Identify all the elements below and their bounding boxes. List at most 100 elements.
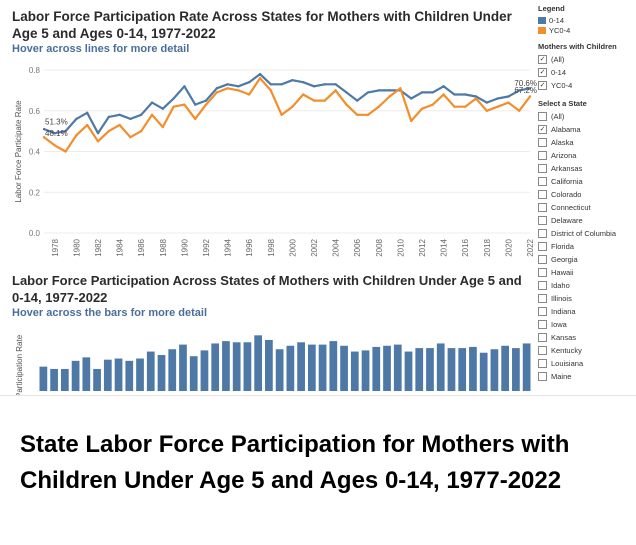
bar bbox=[479, 352, 488, 391]
x-tick-label: 1978 bbox=[51, 238, 60, 256]
checkbox[interactable] bbox=[538, 281, 547, 290]
y-tick-label: 0.4 bbox=[29, 148, 41, 157]
data-point bbox=[356, 99, 359, 102]
data-point bbox=[183, 85, 186, 88]
data-point bbox=[410, 119, 413, 123]
state-filter-option[interactable]: Illinois bbox=[538, 292, 636, 305]
checkbox[interactable] bbox=[538, 138, 547, 147]
data-point bbox=[129, 136, 132, 139]
checkbox[interactable] bbox=[538, 372, 547, 381]
state-filter-option[interactable]: Alaska bbox=[538, 136, 636, 149]
checkbox[interactable] bbox=[538, 190, 547, 199]
bar bbox=[372, 346, 381, 391]
state-filter-option[interactable]: Colorado bbox=[538, 188, 636, 201]
x-tick-label: 1986 bbox=[137, 238, 146, 256]
state-filter-option[interactable]: Louisiana bbox=[538, 357, 636, 370]
state-filter-option[interactable]: Arizona bbox=[538, 149, 636, 162]
checkbox[interactable] bbox=[538, 229, 547, 238]
x-tick-label: 1988 bbox=[159, 238, 168, 256]
series-line-YC0-4 bbox=[43, 77, 531, 153]
data-point bbox=[431, 91, 434, 94]
data-point bbox=[377, 105, 380, 108]
checkbox[interactable] bbox=[538, 320, 547, 329]
data-point bbox=[410, 97, 413, 100]
data-point bbox=[161, 125, 164, 129]
bar bbox=[512, 348, 520, 391]
state-filter-option[interactable]: (All) bbox=[538, 110, 636, 123]
state-filter-option[interactable]: Kentucky bbox=[538, 344, 636, 357]
data-point bbox=[150, 101, 154, 104]
caption: State Labor Force Participation for Moth… bbox=[20, 431, 570, 494]
checkbox[interactable] bbox=[538, 164, 547, 173]
bar-chart[interactable]: Participation Rate bbox=[0, 320, 538, 395]
bar bbox=[393, 344, 402, 391]
state-filter-option[interactable]: ✓ Alabama bbox=[538, 123, 636, 136]
data-point bbox=[528, 95, 532, 98]
checkbox[interactable] bbox=[538, 216, 547, 225]
data-point bbox=[323, 83, 326, 86]
data-point bbox=[64, 150, 67, 153]
checkbox[interactable] bbox=[538, 255, 547, 264]
state-filter-option[interactable]: Georgia bbox=[538, 253, 636, 266]
data-label: 48.1% bbox=[45, 129, 68, 138]
x-tick-label: 1992 bbox=[202, 238, 211, 256]
mothers-filter-option[interactable]: ✓ (All) bbox=[538, 53, 636, 66]
state-filter-option[interactable]: Kansas bbox=[538, 331, 636, 344]
state-filter-option[interactable]: Indiana bbox=[538, 305, 636, 318]
legend-item[interactable]: YC0-4 bbox=[538, 25, 636, 35]
checkbox[interactable] bbox=[538, 177, 547, 186]
checkbox[interactable]: ✓ bbox=[538, 68, 547, 77]
state-filter-option[interactable]: Arkansas bbox=[538, 162, 636, 175]
checkbox[interactable] bbox=[538, 333, 547, 342]
checkbox-label: 0-14 bbox=[551, 68, 567, 77]
state-filter-option[interactable]: Maine bbox=[538, 370, 636, 383]
mothers-filter-option[interactable]: ✓ 0-14 bbox=[538, 66, 636, 79]
checkbox-label: Illinois bbox=[551, 294, 572, 303]
checkbox[interactable] bbox=[538, 359, 547, 368]
line-chart-hover-hint: Hover across lines for more detail bbox=[12, 43, 190, 55]
checkbox[interactable] bbox=[538, 294, 547, 303]
checkbox-label: Alabama bbox=[551, 125, 581, 134]
x-tick-label: 1984 bbox=[116, 238, 125, 256]
data-point bbox=[334, 89, 337, 92]
x-tick-label: 1998 bbox=[267, 238, 276, 256]
checkbox[interactable] bbox=[538, 242, 547, 251]
data-point bbox=[140, 129, 143, 133]
checkbox[interactable] bbox=[538, 112, 547, 121]
bar bbox=[114, 358, 123, 391]
bar bbox=[297, 342, 305, 391]
data-point bbox=[237, 89, 240, 92]
checkbox[interactable]: ✓ bbox=[538, 81, 547, 90]
data-point bbox=[453, 105, 456, 108]
mothers-filter-option[interactable]: ✓ YC0-4 bbox=[538, 79, 636, 92]
state-filter-option[interactable]: Hawaii bbox=[538, 266, 636, 279]
checkbox[interactable] bbox=[538, 268, 547, 277]
checkbox[interactable]: ✓ bbox=[538, 55, 547, 64]
bar bbox=[222, 341, 230, 391]
data-point bbox=[269, 83, 272, 86]
state-filter-option[interactable]: Delaware bbox=[538, 214, 636, 227]
bar bbox=[60, 368, 69, 391]
line-chart[interactable]: 0.0 0.2 0.4 0.6 0.8 1978 1980 1982 1984 1986 1988 1… bbox=[0, 55, 538, 260]
checkbox[interactable] bbox=[538, 203, 547, 212]
data-point bbox=[507, 95, 510, 98]
bar bbox=[318, 344, 327, 391]
state-filter-option[interactable]: Idaho bbox=[538, 279, 636, 292]
checkbox-label: Indiana bbox=[551, 307, 576, 316]
state-filter-option[interactable]: California bbox=[538, 175, 636, 188]
state-filter-option[interactable]: Connecticut bbox=[538, 201, 636, 214]
checkbox-label: District of Columbia bbox=[551, 229, 617, 238]
data-point bbox=[442, 93, 445, 96]
bar bbox=[383, 345, 391, 391]
state-filter-option[interactable]: District of Columbia bbox=[538, 227, 636, 240]
y-tick-label: 0.0 bbox=[29, 229, 41, 238]
dashboard-screenshot: Labor Force Participation Rate Across St… bbox=[0, 4, 636, 395]
checkbox[interactable] bbox=[538, 307, 547, 316]
state-filter-option[interactable]: Iowa bbox=[538, 318, 636, 331]
checkbox[interactable] bbox=[538, 346, 547, 355]
bar bbox=[232, 342, 241, 391]
state-filter-option[interactable]: Florida bbox=[538, 240, 636, 253]
checkbox[interactable]: ✓ bbox=[538, 125, 547, 134]
checkbox[interactable] bbox=[538, 151, 547, 160]
legend-item[interactable]: 0-14 bbox=[538, 15, 636, 25]
